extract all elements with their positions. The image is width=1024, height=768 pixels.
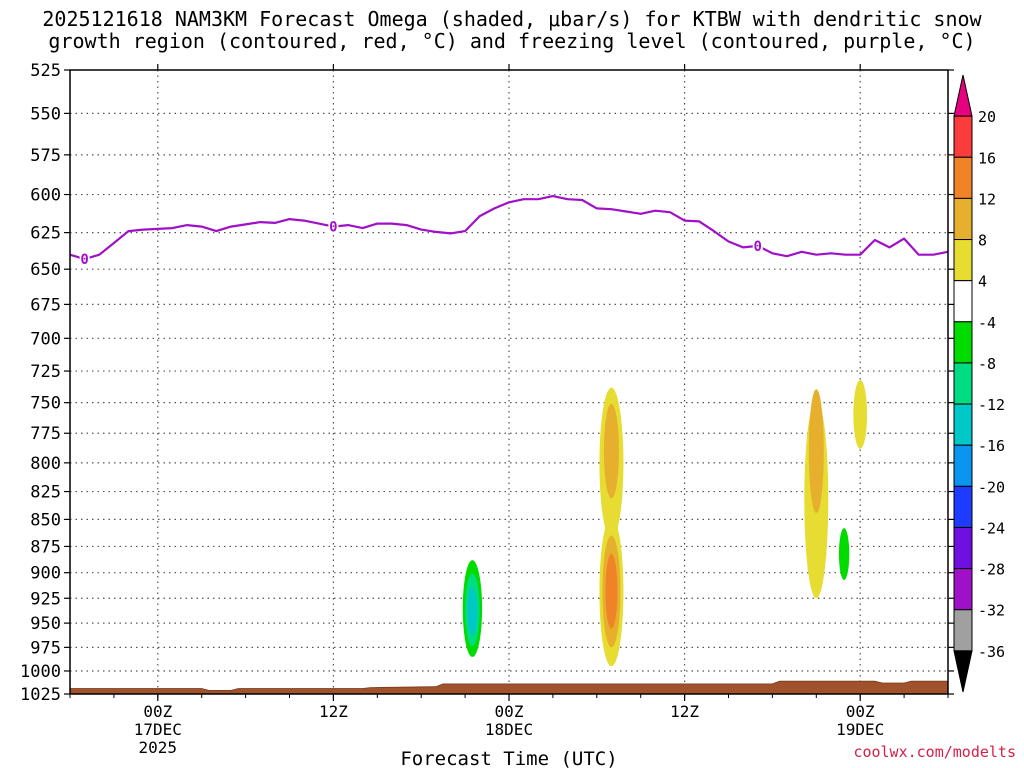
colorbar-label: -24 [978,519,1005,537]
y-tick-label: 600 [30,186,61,206]
freezing-level-contour: 0 0 0 [70,195,948,268]
colorbar-swatch [953,526,973,570]
colorbar-label: -8 [978,355,996,373]
colorbar-swatch [953,197,973,241]
freezing-level-label: 0 [329,220,337,236]
colorbar-label: 12 [978,190,996,208]
x-tick-label-label: 12Z [319,702,348,721]
x-tick-label-label: 00Z [143,702,172,721]
omega-level-4 [853,380,868,449]
y-tick-label: 950 [30,614,61,634]
y-tick-label: 800 [30,454,61,474]
x-tick-label-sub1: 18DEC [485,720,533,739]
colorbar-label: -4 [978,314,996,332]
y-tick-label: 1000 [20,662,61,682]
freezing-level-line [70,195,948,261]
colorbar-swatch [953,321,973,364]
colorbar-label: -16 [978,437,1005,455]
y-tick-label: 725 [30,362,61,382]
gridlines [70,70,948,694]
chart-title-line-2: growth region (contoured, red, °C) and f… [48,29,976,53]
x-tick-label-label: 12Z [670,702,699,721]
colorbar-arrow-top [953,74,973,117]
y-tick-label: 925 [30,589,61,609]
freezing-level-label-bg [328,218,339,234]
y-tick-label: 975 [30,638,61,658]
sinking-motion-area-18dec-evening [804,389,829,599]
y-tick-label: 900 [30,564,61,584]
omega-level-12 [605,553,618,629]
x-tick-label-sub1: 17DEC [134,720,182,739]
y-tick-label: 550 [30,104,61,124]
colorbar-swatch [953,609,973,652]
omega-level-8 [603,403,619,499]
colorbar-swatch [953,239,973,282]
colorbar-label: -28 [978,561,1005,579]
y-tick-label: 575 [30,146,61,166]
colorbar-swatch [953,362,973,405]
x-tick-label-sub2: 2025 [139,738,178,757]
freezing-level-label: 0 [754,239,762,255]
site-credit: coolwx.com/modelts [853,743,1016,761]
chart-title-line-1: 2025121618 NAM3KM Forecast Omega (shaded… [42,7,982,31]
x-tick-label-label: 00Z [495,702,524,721]
y-tick-label: 675 [30,295,61,315]
freezing-level-label-bg [79,251,90,267]
colorbar-label: 20 [978,108,996,126]
y-tick-label: 625 [30,224,61,244]
x-tick-label-label: 00Z [846,702,875,721]
y-tick-label: 700 [30,329,61,349]
colorbar-swatch [953,403,973,446]
plot-area [70,70,948,694]
y-tick-label: 875 [30,537,61,557]
y-tick-label: 750 [30,394,61,414]
y-tick-label: 1025 [20,685,61,705]
y-tick-label: 650 [30,260,61,280]
rising-motion-area-19dec-early [838,528,850,580]
omega-colorbar: -36 -32 -28 -24 -20 -16 -12 -8 -4 4 8 12 16 20 [953,74,1005,693]
omega-level--12 [467,587,478,636]
colorbar-label: -20 [978,478,1005,496]
pressure-axis: 525 550 575 600 625 650 675 700 725 750 775 800 825 8… [20,61,954,705]
sinking-motion-area-19dec-upper [853,380,868,449]
colorbar-label: 4 [978,273,987,291]
rising-motion-area-18dec-early [462,560,483,657]
x-axis-label: Forecast Time (UTC) [400,748,617,768]
omega-level--4 [838,528,850,580]
freezing-level-label: 0 [80,252,88,268]
sinking-motion-area-18dec-morning-upper [599,387,624,539]
freezing-level-label-bg [752,237,763,253]
colorbar-swatch [953,444,973,487]
sinking-motion-area-18dec-morning-lower [599,517,624,667]
x-tick-label-sub1: 19DEC [836,720,884,739]
colorbar-arrow-bottom [953,650,973,693]
terrain-fill [70,680,948,694]
omega-shading [462,380,868,667]
colorbar-label: -12 [978,396,1005,414]
terrain [70,680,948,694]
colorbar-swatch [953,280,973,323]
colorbar-label: -36 [978,643,1005,661]
y-tick-label: 825 [30,483,61,503]
colorbar-swatch [953,115,973,158]
colorbar-swatch [953,568,973,611]
colorbar-label: 8 [978,232,987,250]
colorbar-label: 16 [978,149,996,167]
omega-level-8 [808,389,824,514]
colorbar-swatch [953,156,973,199]
y-tick-label: 850 [30,510,61,530]
colorbar-label: -32 [978,602,1005,620]
y-tick-label: 775 [30,424,61,444]
colorbar-swatch [953,485,973,528]
y-tick-label: 525 [30,61,61,81]
